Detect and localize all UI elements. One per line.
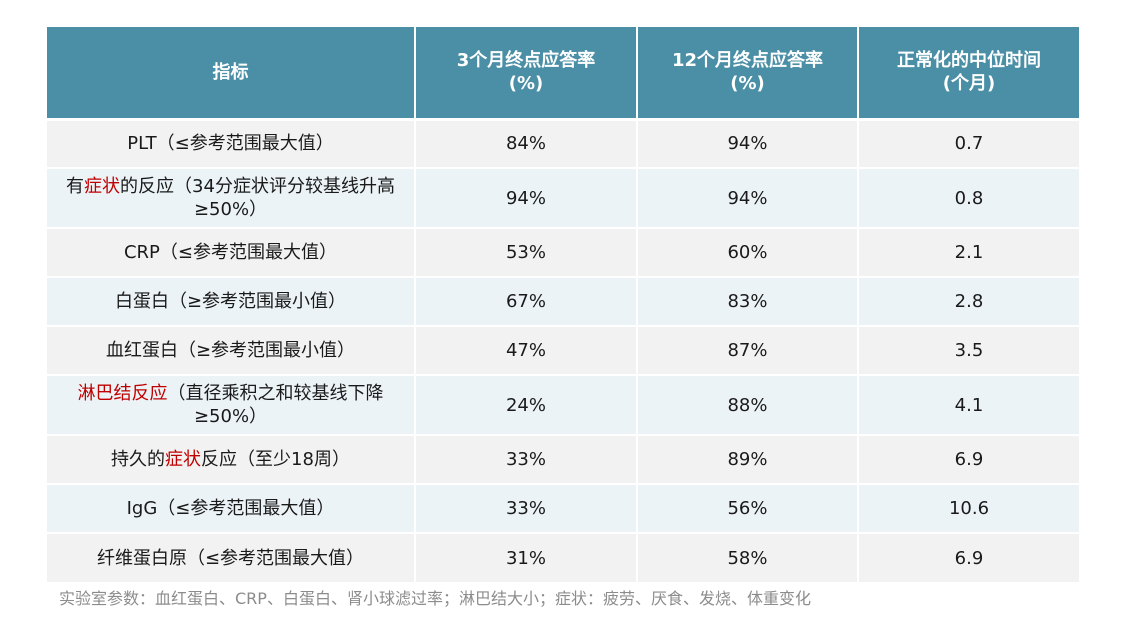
header-median-time-title: 正常化的中位时间 <box>897 50 1041 72</box>
indicator-text: 血红蛋白（≥参考范围最小值） <box>105 340 356 361</box>
median-time-cell: 0.7 <box>858 118 1079 168</box>
median-time-cell: 6.9 <box>858 434 1079 484</box>
table-row: 淋巴结反应（直径乘积之和较基线下降≥50%） 24% 88% 4.1 <box>47 374 1079 435</box>
rate-3-month-cell: 24% <box>415 374 638 435</box>
rate-3-month-cell: 53% <box>415 227 638 277</box>
rate-12-month-cell: 88% <box>637 374 859 435</box>
rate-3-month-cell: 67% <box>415 276 638 326</box>
table-row: 有症状的反应（34分症状评分较基线升高≥50%） 94% 94% 0.8 <box>47 167 1079 228</box>
rate-3-month-cell: 33% <box>415 434 638 484</box>
indicator-highlight: 症状 <box>165 449 202 470</box>
median-time-cell: 10.6 <box>858 483 1079 533</box>
header-indicator: 指标 <box>47 27 416 119</box>
indicator-cell: 纤维蛋白原（≤参考范围最大值） <box>47 532 416 582</box>
indicator-text: IgG（≤参考范围最大值） <box>126 498 335 519</box>
indicator-cell: 白蛋白（≥参考范围最小值） <box>47 276 416 326</box>
rate-12-month-cell: 56% <box>637 483 859 533</box>
table-row: 血红蛋白（≥参考范围最小值） 47% 87% 3.5 <box>47 325 1079 375</box>
table-row: 纤维蛋白原（≤参考范围最大值） 31% 58% 6.9 <box>47 532 1079 582</box>
header-row: 指标 3个月终点应答率 (%) 12个月终点应答率 (%) 正常化的中位时间 (… <box>47 27 1079 119</box>
median-time-cell: 3.5 <box>858 325 1079 375</box>
indicator-cell: 有症状的反应（34分症状评分较基线升高≥50%） <box>47 167 416 228</box>
rate-3-month-cell: 84% <box>415 118 638 168</box>
response-rate-table: 指标 3个月终点应答率 (%) 12个月终点应答率 (%) 正常化的中位时间 (… <box>47 27 1079 582</box>
header-12-month-rate-unit: (%) <box>730 73 765 95</box>
rate-3-month-cell: 33% <box>415 483 638 533</box>
indicator-text-rest: 的反应（34分症状评分较基线升高≥50%） <box>120 176 395 220</box>
rate-12-month-cell: 58% <box>637 532 859 582</box>
table-row: 白蛋白（≥参考范围最小值） 67% 83% 2.8 <box>47 276 1079 326</box>
indicator-cell: 血红蛋白（≥参考范围最小值） <box>47 325 416 375</box>
median-time-cell: 6.9 <box>858 532 1079 582</box>
header-12-month-rate: 12个月终点应答率 (%) <box>637 27 859 119</box>
rate-12-month-cell: 87% <box>637 325 859 375</box>
indicator-text-rest: 反应（至少18周） <box>201 449 350 470</box>
indicator-text: 有 <box>66 176 85 197</box>
rate-3-month-cell: 47% <box>415 325 638 375</box>
indicator-text: 持久的 <box>111 449 166 470</box>
median-time-cell: 0.8 <box>858 167 1079 228</box>
table-row: IgG（≤参考范围最大值） 33% 56% 10.6 <box>47 483 1079 533</box>
header-3-month-rate-unit: (%) <box>508 73 544 95</box>
median-time-cell: 4.1 <box>858 374 1079 435</box>
table-row: 持久的症状反应（至少18周） 33% 89% 6.9 <box>47 434 1079 484</box>
rate-12-month-cell: 60% <box>637 227 859 277</box>
indicator-text: PLT（≤参考范围最大值） <box>127 133 334 155</box>
rate-3-month-cell: 31% <box>415 532 638 582</box>
indicator-cell: PLT（≤参考范围最大值） <box>47 118 416 168</box>
indicator-cell: 淋巴结反应（直径乘积之和较基线下降≥50%） <box>47 374 416 435</box>
header-3-month-rate: 3个月终点应答率 (%) <box>415 27 638 119</box>
header-median-time-unit: (个月) <box>942 73 996 95</box>
rate-3-month-cell: 94% <box>415 167 638 228</box>
indicator-highlight: 症状 <box>84 176 121 197</box>
header-12-month-rate-title: 12个月终点应答率 <box>671 50 824 72</box>
indicator-text-rest: （直径乘积之和较基线下降≥50%） <box>167 383 384 427</box>
rate-12-month-cell: 83% <box>637 276 859 326</box>
table-row: CRP（≤参考范围最大值） 53% 60% 2.1 <box>47 227 1079 277</box>
rate-12-month-cell: 94% <box>637 167 859 228</box>
rate-12-month-cell: 94% <box>637 118 859 168</box>
header-median-time: 正常化的中位时间 (个月) <box>858 27 1079 119</box>
indicator-cell: CRP（≤参考范围最大值） <box>47 227 416 277</box>
median-time-cell: 2.8 <box>858 276 1079 326</box>
footnote: 实验室参数：血红蛋白、CRP、白蛋白、肾小球滤过率；淋巴结大小；症状：疲劳、厌食… <box>59 589 811 608</box>
indicator-cell: IgG（≤参考范围最大值） <box>47 483 416 533</box>
rate-12-month-cell: 89% <box>637 434 859 484</box>
header-indicator-text: 指标 <box>212 61 249 83</box>
median-time-cell: 2.1 <box>858 227 1079 277</box>
indicator-highlight: 淋巴结反应 <box>77 383 168 404</box>
indicator-text: 纤维蛋白原（≤参考范围最大值） <box>96 547 365 569</box>
table-row: PLT（≤参考范围最大值） 84% 94% 0.7 <box>47 118 1079 168</box>
indicator-cell: 持久的症状反应（至少18周） <box>47 434 416 484</box>
indicator-text: CRP（≤参考范围最大值） <box>123 242 337 263</box>
header-3-month-rate-title: 3个月终点应答率 <box>456 50 596 72</box>
indicator-text: 白蛋白（≥参考范围最小值） <box>114 291 347 312</box>
